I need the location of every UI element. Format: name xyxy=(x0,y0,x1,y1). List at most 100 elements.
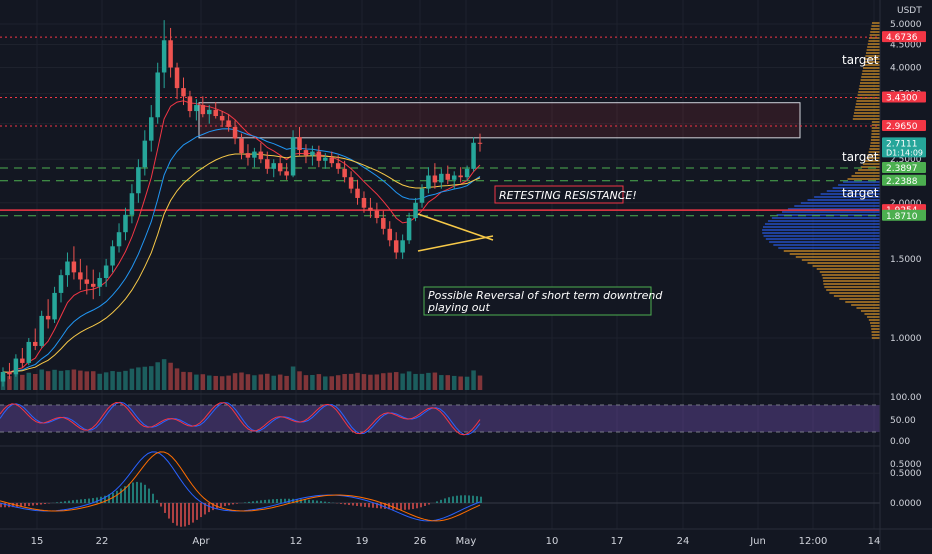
volume-profile-bar xyxy=(862,73,880,75)
volume-profile-bar xyxy=(861,79,880,81)
target-label-3[interactable]: target xyxy=(842,186,879,200)
volume-profile-bar xyxy=(823,280,880,282)
volume-bar xyxy=(7,376,12,390)
macd-histogram-bar xyxy=(152,494,154,503)
volume-profile-bar xyxy=(870,145,880,147)
volume-profile-bar xyxy=(778,247,880,249)
annotation-retesting[interactable]: RETESTING RESISTANCE! xyxy=(495,186,637,203)
macd-histogram-bar xyxy=(164,503,166,513)
volume-bar xyxy=(336,375,341,390)
volume-bar xyxy=(400,374,405,390)
volume-bar xyxy=(452,376,457,390)
macd-histogram-bar xyxy=(420,503,422,507)
volume-profile-bar xyxy=(871,139,880,141)
macd-histogram-bar xyxy=(80,499,82,503)
candle-body xyxy=(446,174,451,180)
macd-histogram-bar xyxy=(96,498,98,503)
volume-bar xyxy=(168,363,173,390)
volume-profile-bar xyxy=(871,25,880,27)
target-label-2[interactable]: target xyxy=(842,150,879,164)
time-tick-label: May xyxy=(456,536,477,547)
macd-histogram-bar xyxy=(472,496,474,503)
volume-profile-bar xyxy=(864,313,880,315)
candle-body xyxy=(246,153,251,158)
candle-body xyxy=(155,72,160,117)
volume-bar xyxy=(226,376,231,390)
macd-histogram-bar xyxy=(416,503,418,508)
volume-profile-bar xyxy=(859,88,880,90)
time-tick-label: 22 xyxy=(96,536,109,547)
volume-profile-bar xyxy=(848,178,880,180)
macd-histogram-bar xyxy=(244,502,246,503)
macd-histogram-bar xyxy=(436,501,438,503)
candle-body xyxy=(413,203,418,218)
price-tick-label: 1.5000 xyxy=(890,255,922,265)
candle-body xyxy=(72,262,77,273)
volume-profile-bar xyxy=(858,91,880,93)
macd-histogram-bar xyxy=(56,502,58,503)
macd-histogram-bar xyxy=(468,495,470,503)
candle-body xyxy=(426,176,431,189)
volume-profile-bar xyxy=(834,295,880,297)
volume-profile-bar xyxy=(868,43,880,45)
candle-body xyxy=(194,105,199,111)
macd-histogram-bar xyxy=(60,502,62,503)
volume-bar xyxy=(78,371,83,390)
volume-profile-bar xyxy=(820,271,880,273)
macd-histogram-bar xyxy=(256,501,258,503)
candle-body xyxy=(20,359,25,363)
candle-body xyxy=(394,240,399,252)
price-tag-label: 2.2388 xyxy=(886,177,918,187)
macd-histogram-bar xyxy=(348,503,350,505)
candle-body xyxy=(284,171,289,175)
macd-histogram-bar xyxy=(76,500,78,503)
macd-histogram-bar xyxy=(260,500,262,503)
volume-profile-bar xyxy=(829,292,880,294)
volume-profile-bar xyxy=(843,181,880,183)
candle-body xyxy=(375,211,380,218)
annotation-reversal[interactable]: Possible Reversal of short term downtren… xyxy=(424,287,663,315)
volume-profile-bar xyxy=(859,85,880,87)
volume-profile-bar xyxy=(853,118,880,120)
volume-bar xyxy=(91,371,96,390)
volume-bar xyxy=(471,370,476,390)
time-tick-label: 24 xyxy=(677,536,690,547)
volume-profile-bar xyxy=(870,322,880,324)
candle-body xyxy=(452,176,457,180)
macd-histogram-bar xyxy=(268,500,270,503)
macd-histogram-bar xyxy=(476,496,478,503)
volume-bar xyxy=(349,374,354,390)
macd-histogram-bar xyxy=(208,503,210,512)
macd-histogram-bar xyxy=(64,501,66,503)
target-label-1[interactable]: target xyxy=(842,53,879,67)
oscillator-tick-label: 100.00 xyxy=(890,393,922,403)
macd-histogram-bar xyxy=(84,499,86,503)
volume-profile-bar xyxy=(867,49,880,51)
volume-bar xyxy=(201,374,206,390)
volume-bar xyxy=(413,374,418,390)
volume-profile-bar xyxy=(871,136,880,138)
macd-histogram-bar xyxy=(228,503,230,505)
resistance-zone xyxy=(199,103,800,138)
volume-bar xyxy=(72,370,77,391)
time-tick-label: 19 xyxy=(356,536,369,547)
volume-profile-bar xyxy=(860,82,880,84)
macd-histogram-bar xyxy=(184,503,186,526)
volume-profile-bar xyxy=(855,172,880,174)
macd-histogram-bar xyxy=(220,503,222,507)
candle-body xyxy=(278,163,283,171)
volume-bar xyxy=(355,373,360,390)
candle-body xyxy=(201,105,206,114)
macd-histogram-bar xyxy=(200,503,202,517)
macd-histogram-bar xyxy=(28,503,30,506)
candle-body xyxy=(39,316,44,346)
price-tag-label: 1.8710 xyxy=(886,212,918,222)
price-tick-label: 4.0000 xyxy=(890,64,922,74)
volume-bar xyxy=(239,373,244,390)
volume-profile-bar xyxy=(871,325,880,327)
volume-bar xyxy=(117,372,122,390)
candle-body xyxy=(420,189,425,203)
macd-histogram-bar xyxy=(452,496,454,503)
volume-profile-bar xyxy=(772,217,880,219)
